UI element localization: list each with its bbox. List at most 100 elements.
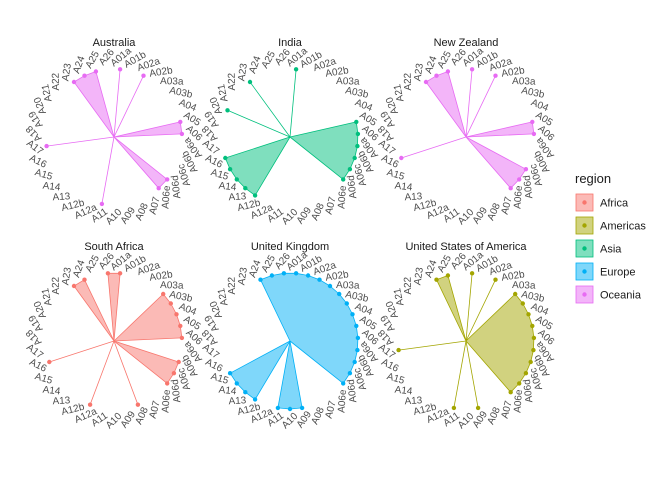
tick-label-a23: A23 (236, 62, 250, 82)
data-point-a06a (355, 347, 360, 353)
panel-united-states-of-america: United States of AmericaA01aA01bA02aA02b… (376, 241, 557, 431)
tick-label-a22: A22 (227, 276, 238, 294)
panel-united-kingdom: United KingdomA01aA01bA02aA02bA03aA03bA0… (200, 241, 381, 431)
data-point-a06 (179, 335, 185, 341)
tick-label-a13: A13 (52, 395, 71, 407)
data-point-a09 (299, 405, 305, 411)
radar-area (229, 272, 359, 410)
tick-label-a15: A15 (209, 371, 230, 387)
data-point-a15 (227, 371, 233, 376)
tick-label-a03a: A03a (512, 76, 536, 88)
tick-label-a22: A22 (403, 276, 414, 294)
tick-label-a22: A22 (227, 72, 238, 90)
tick-label-a21: A21 (40, 83, 54, 103)
data-point-a23 (247, 79, 253, 85)
data-point-a25 (445, 273, 451, 278)
data-point-a10 (287, 406, 293, 412)
data-point-a08 (135, 402, 141, 407)
tick-label-a06d: A06d (346, 175, 360, 199)
tick-label-a02b: A02b (325, 65, 350, 80)
legend-label-asia: Asia (600, 244, 622, 256)
tick-label-a14: A14 (42, 385, 61, 398)
data-point-a06c (171, 371, 177, 376)
data-point-a13 (243, 390, 248, 395)
tick-label-a06d: A06d (522, 379, 536, 403)
tick-label-a13: A13 (228, 191, 247, 203)
tick-label-a03b: A03b (168, 289, 194, 305)
data-point-a09 (475, 405, 481, 411)
tick-label-a06e: A06e (336, 185, 349, 209)
data-point-a20 (225, 108, 230, 113)
legend-point-americas (582, 223, 587, 228)
tick-label-a13: A13 (404, 395, 423, 407)
data-point-a01a (293, 67, 299, 72)
legend-point-europe (582, 269, 587, 274)
panel-new-zealand: New ZealandA01aA01bA02aA02bA03aA03bA04A0… (376, 37, 557, 227)
tick-label-a03a: A03a (512, 280, 536, 292)
tick-label-a21: A21 (392, 287, 406, 307)
data-point-a12b (252, 397, 258, 402)
legend-title: region (575, 171, 611, 186)
data-point-a06d (341, 177, 346, 182)
tick-label-a06e: A06e (160, 185, 173, 209)
tick-label-a14: A14 (42, 181, 61, 194)
data-point-a03a (161, 291, 166, 297)
data-point-a06b (352, 359, 357, 365)
tick-label-a03b: A03b (344, 85, 370, 101)
data-point-a06d (165, 381, 170, 386)
legend-label-europe: Europe (600, 267, 635, 279)
tick-label-a02b: A02b (325, 269, 350, 284)
data-point-a02b (327, 283, 333, 289)
tick-label-a02b: A02b (149, 65, 174, 80)
data-point-a04 (174, 312, 179, 317)
data-point-a06d (517, 381, 522, 386)
data-point-a15 (227, 167, 233, 172)
tick-label-a03b: A03b (520, 85, 546, 101)
panel-title: United Kingdom (251, 241, 329, 253)
data-point-a06c (523, 371, 529, 376)
data-point-a24 (434, 277, 439, 282)
tick-label-a21: A21 (216, 287, 230, 307)
tick-label-a03b: A03b (520, 289, 546, 305)
data-point-a06 (355, 335, 361, 341)
tick-label-a13: A13 (52, 191, 71, 203)
legend-label-africa: Africa (600, 198, 629, 210)
data-point-a23 (423, 79, 429, 85)
data-point-a04 (526, 312, 531, 317)
tick-label-a03a: A03a (336, 280, 360, 292)
data-point-a02a (317, 277, 322, 282)
tick-label-a21: A21 (216, 83, 230, 103)
data-point-a06d (517, 177, 522, 182)
legend-point-asia (582, 246, 587, 251)
data-point-a24 (434, 73, 439, 78)
data-point-a01a (117, 271, 123, 276)
tick-label-a21: A21 (392, 83, 406, 103)
tick-label-a14: A14 (394, 181, 413, 194)
data-point-a06e (508, 186, 513, 191)
legend-label-oceania: Oceania (600, 290, 642, 302)
data-point-a06e (156, 186, 161, 191)
tick-label-a07: A07 (500, 399, 515, 419)
panel-title: India (278, 37, 303, 49)
data-point-a06 (531, 335, 537, 341)
tick-label-a07: A07 (324, 195, 339, 215)
tick-label-a15: A15 (33, 371, 54, 387)
tick-label-a15: A15 (209, 167, 230, 183)
data-point-a06 (531, 131, 537, 137)
data-point-a06a (355, 143, 360, 149)
data-point-a05 (530, 323, 535, 329)
data-point-a06c (347, 371, 353, 376)
tick-label-a06d: A06d (522, 175, 536, 199)
data-point-a24 (258, 277, 263, 282)
data-point-a25 (269, 273, 275, 278)
tick-label-a07: A07 (148, 399, 163, 419)
tick-label-a02b: A02b (149, 269, 174, 284)
tick-label-a23: A23 (412, 62, 426, 82)
tick-label-a06e: A06e (512, 389, 525, 413)
tick-label-a06d: A06d (346, 379, 360, 403)
data-point-a14 (234, 177, 239, 182)
data-point-a01a (469, 67, 475, 72)
tick-label-a15: A15 (385, 371, 406, 387)
data-point-a24 (82, 277, 87, 282)
